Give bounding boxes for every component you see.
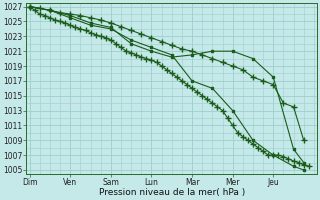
X-axis label: Pression niveau de la mer( hPa ): Pression niveau de la mer( hPa ) (99, 188, 245, 197)
